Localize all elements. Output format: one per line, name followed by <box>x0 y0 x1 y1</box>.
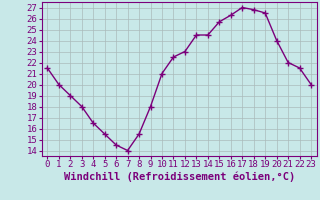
X-axis label: Windchill (Refroidissement éolien,°C): Windchill (Refroidissement éolien,°C) <box>64 172 295 182</box>
